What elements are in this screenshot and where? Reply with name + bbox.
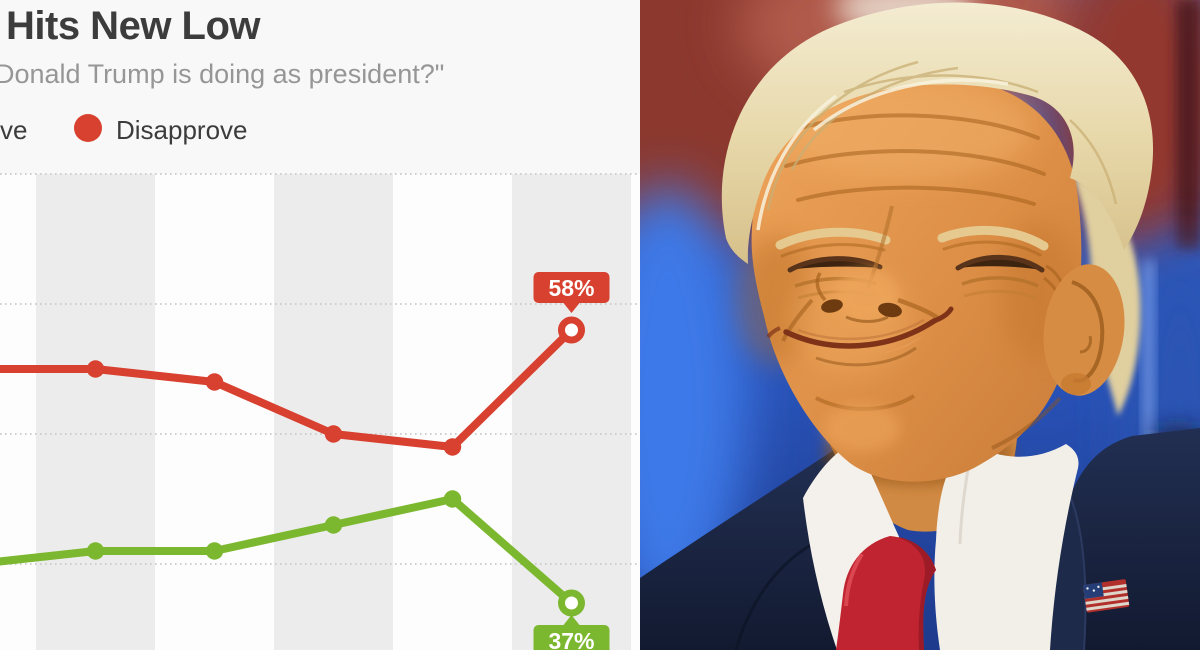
photo-panel: [640, 0, 1200, 650]
data-point: [86, 360, 105, 378]
page-title: Hits New Low: [6, 4, 261, 48]
value-callout: [533, 272, 610, 303]
blue-backdrop-blur: [640, 185, 746, 615]
chart-subtitle: Donald Trump is doing as president?": [0, 59, 445, 89]
hair: [721, 2, 1154, 264]
forehead-wrinkles: [784, 113, 1046, 206]
data-point: [443, 438, 462, 456]
column-band: [631, 174, 640, 650]
nose: [815, 205, 902, 323]
column-band: [274, 174, 393, 650]
data-point: [86, 542, 105, 560]
ear: [1043, 264, 1125, 396]
legend-item-approve-partial: ve: [0, 115, 28, 145]
value-callout: [533, 625, 610, 650]
column-band: [393, 174, 512, 650]
disapprove-legend-dot-icon: [74, 114, 102, 142]
value-callout-label: 37%: [548, 628, 594, 650]
smiling-mouth: [766, 306, 954, 367]
us-flag-pin-icon: [1083, 579, 1130, 613]
column-band: [155, 174, 274, 650]
chart-panel: Hits New Low Donald Trump is doing as pr…: [0, 4, 640, 650]
column-band: [512, 174, 631, 650]
trump-photo: [640, 0, 1200, 650]
eyebrows: [775, 226, 1049, 258]
approve-line: [0, 495, 576, 607]
approval-line-chart: 37% 58%: [0, 173, 640, 650]
value-callout-label: 58%: [548, 275, 594, 301]
disapprove-line: [0, 326, 576, 451]
end-marker-open-circle: [558, 589, 585, 617]
data-point: [324, 516, 343, 534]
end-marker-open-circle: [558, 316, 585, 344]
column-band: [36, 174, 155, 650]
face: [751, 76, 1082, 482]
column-band: [0, 174, 36, 650]
data-point: [205, 542, 224, 560]
legend-item-disapprove: Disapprove: [116, 115, 248, 145]
shirt-right: [934, 444, 1079, 650]
data-point: [205, 373, 224, 391]
data-point: [324, 425, 343, 443]
data-point: [443, 490, 462, 508]
red-tie: [836, 536, 936, 650]
trump-figure: [640, 2, 1200, 650]
